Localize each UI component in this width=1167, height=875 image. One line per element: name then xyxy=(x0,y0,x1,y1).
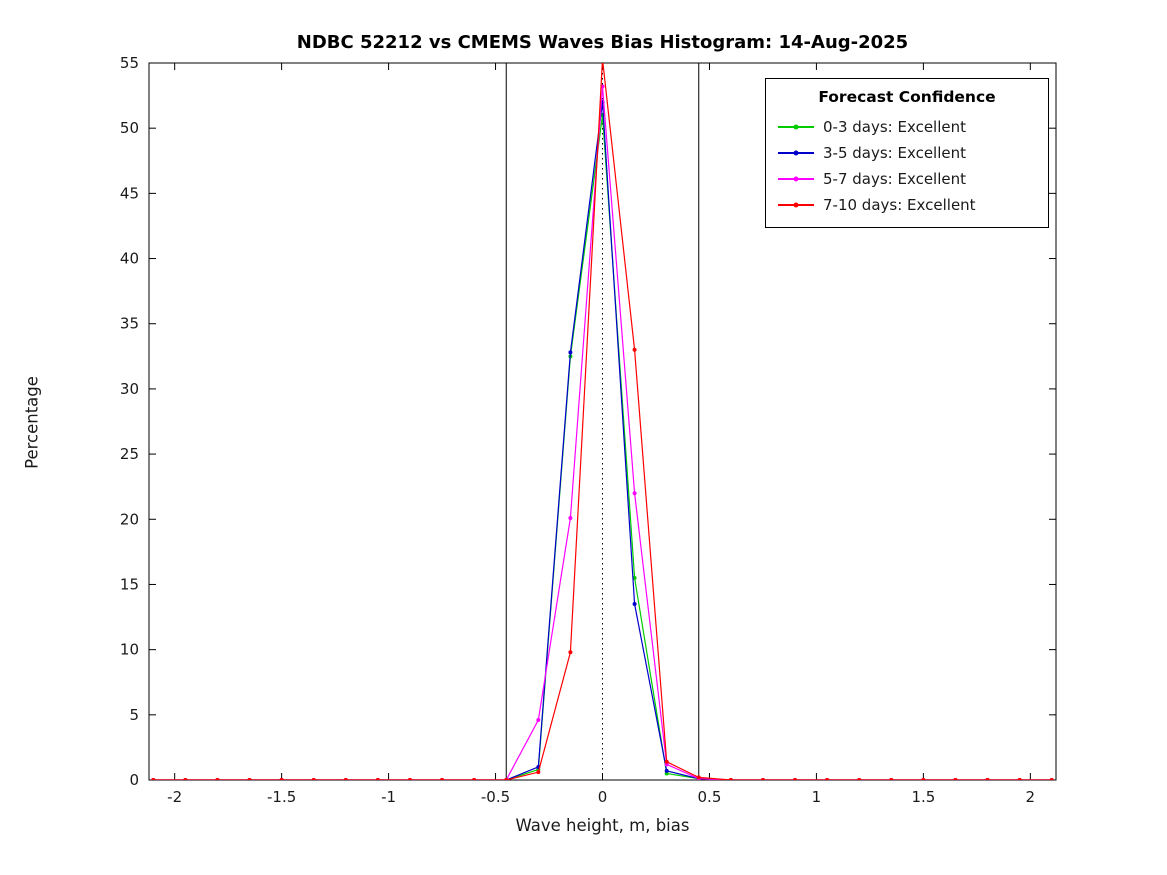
y-tick-label: 45 xyxy=(120,184,139,202)
series-marker xyxy=(247,778,252,780)
legend-marker-icon xyxy=(793,124,799,130)
x-tick-label: -1.5 xyxy=(267,788,296,806)
chart-title: NDBC 52212 vs CMEMS Waves Bias Histogram… xyxy=(296,32,909,53)
series-marker xyxy=(472,778,477,780)
legend-item-label: 7-10 days: Excellent xyxy=(823,196,976,214)
series-marker xyxy=(311,778,316,780)
legend-item-label: 0-3 days: Excellent xyxy=(823,118,967,136)
legend-item: 3-5 days: Excellent xyxy=(766,140,1048,166)
y-tick-label: 50 xyxy=(120,119,139,137)
legend-item-label: 5-7 days: Excellent xyxy=(823,170,967,188)
series-marker xyxy=(601,57,605,61)
legend-line-sample xyxy=(778,202,814,208)
legend-marker-icon xyxy=(793,150,799,156)
x-tick-label: 1 xyxy=(812,788,822,806)
y-tick-label: 10 xyxy=(120,641,139,659)
x-axis-label: Wave height, m, bias xyxy=(515,816,690,835)
series-marker xyxy=(760,778,765,780)
series-marker xyxy=(536,718,541,723)
legend-line-sample xyxy=(778,124,814,130)
y-tick-label: 20 xyxy=(120,510,139,528)
legend: Forecast Confidence 0-3 days: Excellent … xyxy=(765,78,1049,228)
series-marker xyxy=(825,778,830,780)
series-marker xyxy=(1017,778,1022,780)
y-tick-label: 40 xyxy=(120,250,139,268)
series-marker xyxy=(953,778,958,780)
series-marker xyxy=(568,350,573,355)
series-marker xyxy=(664,759,669,764)
y-tick-label: 55 xyxy=(120,54,139,72)
series-marker xyxy=(793,778,798,780)
series-marker xyxy=(568,515,573,520)
series-marker xyxy=(664,768,669,773)
series-marker xyxy=(407,778,412,780)
series-marker xyxy=(279,778,284,780)
legend-item: 7-10 days: Excellent xyxy=(766,192,1048,218)
series-marker xyxy=(696,775,701,780)
x-tick-label: 0.5 xyxy=(698,788,722,806)
x-tick-label: -2 xyxy=(167,788,182,806)
legend-item: 5-7 days: Excellent xyxy=(766,166,1048,192)
series-marker xyxy=(632,575,637,580)
series-marker xyxy=(632,347,637,352)
series-marker xyxy=(440,778,445,780)
y-tick-label: 25 xyxy=(120,445,139,463)
series-marker xyxy=(921,778,926,780)
series-marker xyxy=(375,778,380,780)
series-marker xyxy=(728,778,733,780)
series-marker xyxy=(504,778,509,780)
series-marker xyxy=(151,778,156,780)
legend-item-label: 3-5 days: Excellent xyxy=(823,144,967,162)
series-marker xyxy=(536,770,541,775)
series-marker xyxy=(632,491,637,496)
y-tick-label: 5 xyxy=(129,706,139,724)
series-marker xyxy=(1049,778,1054,780)
series-marker xyxy=(632,602,637,607)
legend-item: 0-3 days: Excellent xyxy=(766,114,1048,140)
series-marker xyxy=(568,650,573,655)
series-marker xyxy=(215,778,220,780)
series-marker xyxy=(985,778,990,780)
y-tick-label: 35 xyxy=(120,315,139,333)
series-marker xyxy=(857,778,862,780)
legend-line-sample xyxy=(778,150,814,156)
series-marker xyxy=(889,778,894,780)
legend-title: Forecast Confidence xyxy=(818,88,996,106)
y-tick-label: 15 xyxy=(120,575,139,593)
legend-line-sample xyxy=(778,176,814,182)
x-tick-label: 0 xyxy=(598,788,608,806)
x-tick-label: -1 xyxy=(381,788,396,806)
legend-marker-icon xyxy=(793,176,799,182)
y-tick-label: 30 xyxy=(120,380,139,398)
series-marker xyxy=(183,778,188,780)
series-7-10 days xyxy=(151,57,1054,780)
x-tick-label: 1.5 xyxy=(911,788,935,806)
x-tick-label: -0.5 xyxy=(481,788,510,806)
x-tick-label: 2 xyxy=(1026,788,1036,806)
legend-marker-icon xyxy=(793,202,799,208)
series-marker xyxy=(343,778,348,780)
y-tick-label: 0 xyxy=(129,771,139,789)
